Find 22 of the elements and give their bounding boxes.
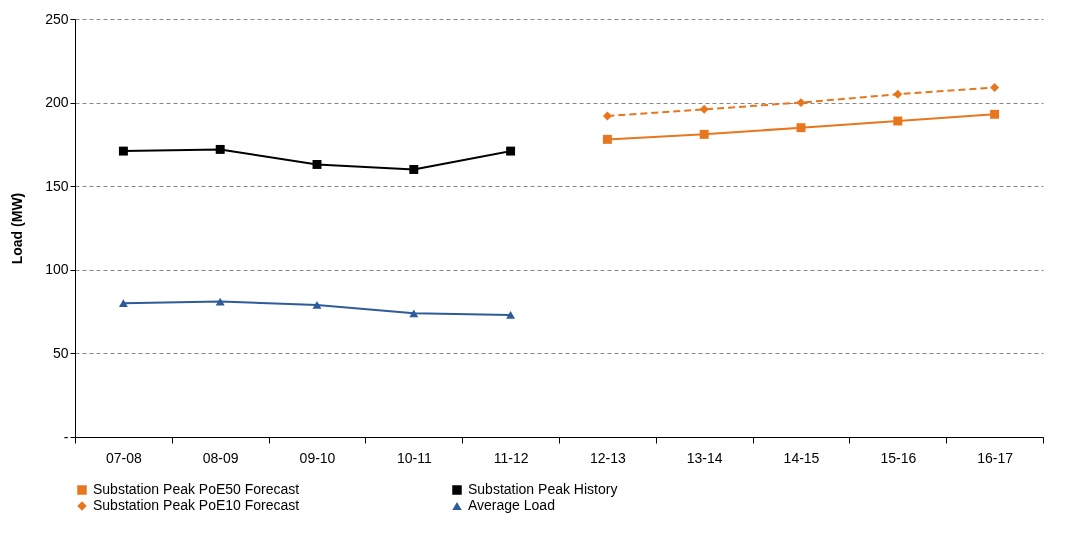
x-tick-label: 13-14 [686, 449, 723, 466]
x-tick-label: 12-13 [589, 449, 627, 466]
y-axis-title: Load (MW) [9, 192, 26, 265]
point [506, 311, 516, 319]
y-tick-label: 150 [45, 177, 69, 194]
legend-label: Substation Peak History [468, 481, 618, 497]
x-tick-label: 10-11 [396, 449, 432, 466]
legend-label: Average Load [468, 497, 555, 513]
x-tick-label: 15-16 [880, 449, 917, 466]
x-tick-label: 08-09 [202, 449, 239, 466]
y-tick-label: 100 [45, 261, 69, 278]
y-tick-label: 250 [45, 10, 69, 27]
legend-label: Substation Peak PoE50 Forecast [93, 481, 300, 497]
y-tick-label: - [63, 428, 69, 445]
y-tick-label: 200 [45, 94, 69, 111]
y-tick-label: 50 [52, 344, 69, 361]
legend-label: Substation Peak PoE10 Forecast [93, 497, 300, 513]
x-tick-label: 14-15 [783, 449, 820, 466]
x-tick-label: 11-12 [493, 449, 529, 466]
x-tick-label: 07-08 [105, 449, 143, 466]
x-tick-label: 16-17 [977, 449, 1014, 466]
x-tick-label: 09-10 [299, 449, 336, 466]
